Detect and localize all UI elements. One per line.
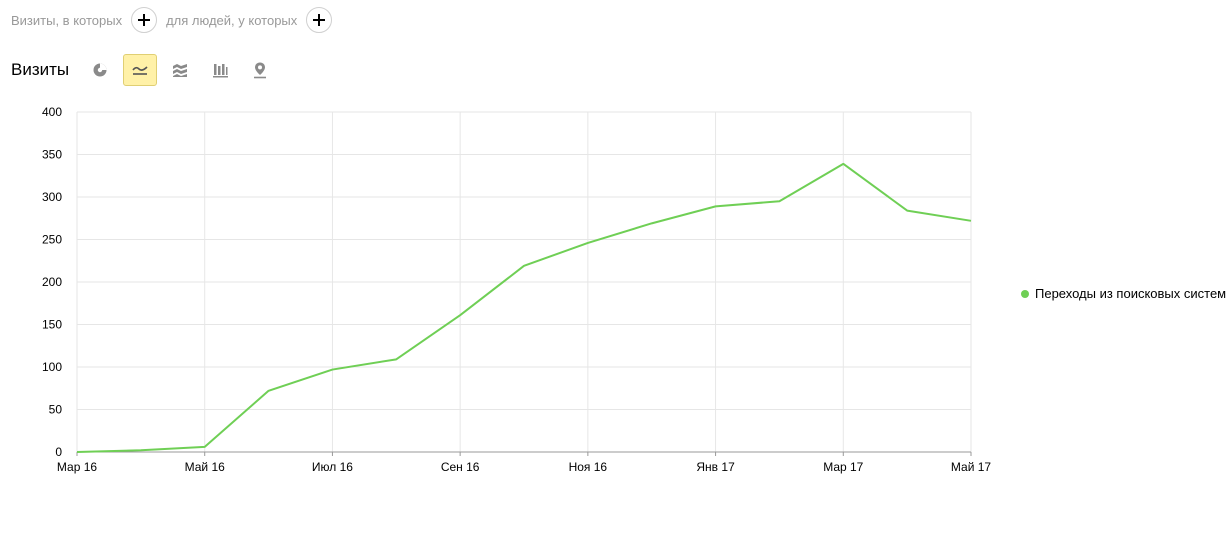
data-point <box>390 353 402 365</box>
area-chart-icon <box>173 64 188 77</box>
x-tick-label: Май 16 <box>185 460 226 474</box>
series-line <box>76 162 972 453</box>
y-tick-label: 300 <box>42 190 62 204</box>
data-point <box>199 441 211 453</box>
chart-series <box>71 158 977 458</box>
y-tick-label: 0 <box>55 445 62 459</box>
bar-chart-icon <box>213 64 229 78</box>
data-point <box>837 158 849 170</box>
chart-grid <box>76 111 972 453</box>
y-tick-label: 200 <box>42 275 62 289</box>
plus-icon <box>313 14 326 26</box>
x-tick-label: Янв 17 <box>696 460 735 474</box>
y-tick-label: 150 <box>42 318 62 332</box>
view-line-button[interactable] <box>123 54 158 86</box>
data-point <box>773 195 785 207</box>
map-icon <box>254 62 267 79</box>
data-point <box>965 215 977 227</box>
y-tick-label: 350 <box>42 148 62 162</box>
x-tick-label: Июл 16 <box>312 460 353 474</box>
y-tick-label: 50 <box>49 403 63 417</box>
pie-icon <box>93 63 107 77</box>
x-tick-label: Май 17 <box>951 460 992 474</box>
x-tick-label: Ноя 16 <box>569 460 608 474</box>
legend-marker <box>1021 289 1029 298</box>
data-point <box>263 385 275 397</box>
data-point <box>518 260 530 272</box>
x-tick-label: Сен 16 <box>441 460 480 474</box>
data-point <box>646 217 658 229</box>
data-point <box>71 446 83 458</box>
data-point <box>582 237 594 249</box>
view-bar-button[interactable] <box>203 54 237 86</box>
chart-header: Визиты <box>11 54 283 86</box>
plus-icon <box>138 14 151 26</box>
x-tick-label: Мар 17 <box>823 460 863 474</box>
line-chart-icon <box>132 66 148 75</box>
data-point <box>454 309 466 321</box>
y-tick-label: 250 <box>42 233 62 247</box>
y-axis-ticks: 0 50 100 150 200 250 300 350 400 <box>42 105 62 459</box>
segment-filter-row: Визиты, в которых для людей, у которых <box>11 6 341 34</box>
page-title: Визиты <box>11 60 70 79</box>
view-map-button[interactable] <box>243 54 277 86</box>
x-axis-ticks: Мар 16 Май 16 Июл 16 Сен 16 Ноя 16 Янв 17 Мар … <box>57 451 992 474</box>
x-tick-label: Мар 16 <box>57 460 97 474</box>
data-point <box>326 364 338 376</box>
data-point <box>901 205 913 217</box>
visits-filter-label: Визиты, в которых <box>11 12 123 28</box>
view-pie-button[interactable] <box>83 54 117 86</box>
view-area-button[interactable] <box>163 54 197 86</box>
people-filter-label: для людей, у которых <box>166 12 298 28</box>
y-tick-label: 100 <box>42 360 62 374</box>
add-people-condition-button[interactable] <box>306 7 333 33</box>
legend-label: Переходы из поисковых систем <box>1035 286 1227 301</box>
chart-legend: Переходы из поисковых систем <box>1021 286 1226 301</box>
data-point <box>135 444 147 456</box>
visits-line-chart: 0 50 100 150 200 250 300 350 400 Мар 16 Май 16 Июл… <box>42 105 992 474</box>
add-visit-condition-button[interactable] <box>131 7 158 33</box>
y-tick-label: 400 <box>42 105 62 119</box>
data-point <box>710 200 722 212</box>
